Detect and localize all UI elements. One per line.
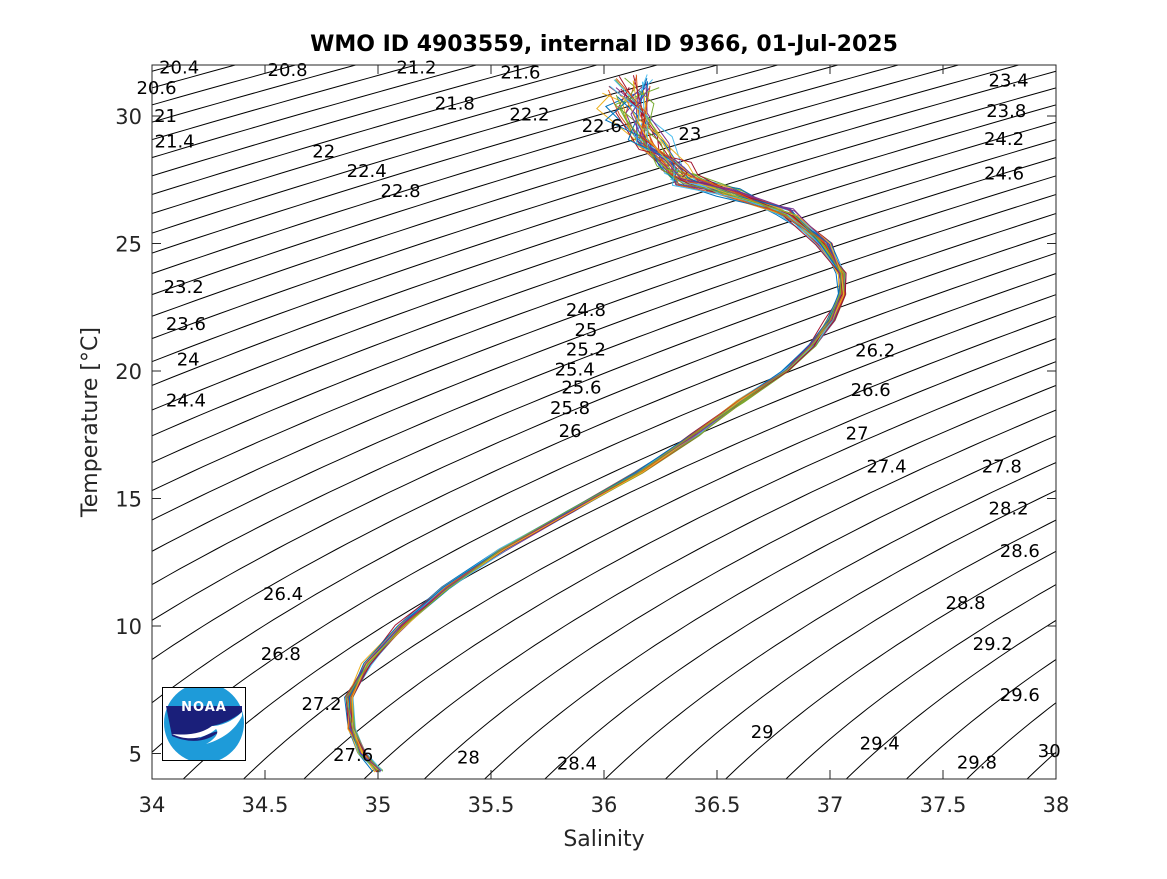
x-tick-label: 38 — [1043, 793, 1070, 817]
y-tick-label: 30 — [115, 105, 142, 129]
density-contour — [0, 52, 41, 792]
x-tick-label: 36 — [591, 793, 618, 817]
y-tick-label: 15 — [115, 488, 142, 512]
density-contour — [1135, 52, 1167, 792]
contour-label: 20.8 — [268, 60, 308, 81]
contour-label: 20.4 — [159, 58, 199, 79]
contour-label: 24.2 — [984, 129, 1024, 150]
contour-label: 26.4 — [263, 584, 303, 605]
contour-label: 27.6 — [333, 745, 373, 766]
contour-label: 20.6 — [136, 78, 176, 99]
contour-label: 24 — [177, 350, 200, 371]
contour-label: 28 — [457, 747, 480, 768]
x-tick-label: 37.5 — [920, 793, 967, 817]
contour-label: 24.4 — [166, 390, 206, 411]
contour-label: 26.8 — [261, 644, 301, 665]
contour-label: 21.4 — [155, 132, 195, 153]
density-contour — [1075, 52, 1167, 792]
contour-label: 29 — [751, 722, 774, 743]
x-tick-label: 34 — [139, 793, 166, 817]
contour-label: 22 — [312, 142, 335, 163]
contour-label: 21.6 — [500, 63, 540, 84]
noaa-logo: NOAA — [163, 683, 246, 763]
contour-label: 22.2 — [509, 105, 549, 126]
contour-label: 27.2 — [301, 694, 341, 715]
x-tick-label: 34.5 — [242, 793, 289, 817]
contour-label: 28.2 — [989, 499, 1029, 520]
contour-label: 25.8 — [550, 398, 590, 419]
contour-label: 29.8 — [957, 752, 997, 773]
contour-label: 28.6 — [1000, 541, 1040, 562]
x-tick-label: 35 — [365, 793, 392, 817]
contour-label: 23.6 — [166, 314, 206, 335]
contour-label: 27.8 — [982, 457, 1022, 478]
y-tick-label: 25 — [115, 233, 142, 257]
y-tick-label: 5 — [129, 743, 142, 767]
contour-label: 29.6 — [1000, 685, 1040, 706]
x-tick-label: 37 — [817, 793, 844, 817]
contour-label: 23.4 — [989, 70, 1029, 91]
y-tick-label: 10 — [115, 615, 142, 639]
chart-title: WMO ID 4903559, internal ID 9366, 01-Jul… — [310, 32, 898, 57]
contour-label: 22.4 — [347, 161, 387, 182]
contour-label: 24.6 — [984, 163, 1024, 184]
contour-label: 25.6 — [561, 378, 601, 399]
contour-label: 29.2 — [973, 634, 1013, 655]
contour-label: 28.8 — [946, 593, 986, 614]
contour-label: 26.6 — [851, 380, 891, 401]
y-axis-label: Temperature [°C] — [78, 327, 103, 518]
plot-area — [152, 65, 1056, 779]
x-axis-label: Salinity — [563, 827, 644, 852]
contour-label: 24.8 — [566, 300, 606, 321]
contour-label: 27 — [846, 423, 869, 444]
x-tick-label: 35.5 — [468, 793, 515, 817]
contour-label: 23.2 — [164, 277, 204, 298]
contour-label: 28.4 — [557, 754, 597, 775]
contour-label: 22.8 — [381, 181, 421, 202]
contour-label: 25.2 — [566, 339, 606, 360]
contour-label: 22.6 — [582, 116, 622, 137]
contour-label: 26 — [559, 421, 582, 442]
contour-label: 21.2 — [396, 58, 436, 79]
contour-label: 30 — [1038, 741, 1061, 762]
contour-label: 23.8 — [986, 101, 1026, 122]
contour-label: 27.4 — [866, 457, 906, 478]
contour-label: 21.8 — [435, 93, 475, 114]
contour-label: 23 — [678, 124, 701, 145]
y-tick-label: 20 — [115, 360, 142, 384]
contour-label: 29.4 — [860, 733, 900, 754]
logo-text: NOAA — [181, 700, 227, 715]
x-tick-label: 36.5 — [694, 793, 741, 817]
contour-label: 25 — [574, 320, 597, 341]
contour-label: 26.2 — [855, 341, 895, 362]
